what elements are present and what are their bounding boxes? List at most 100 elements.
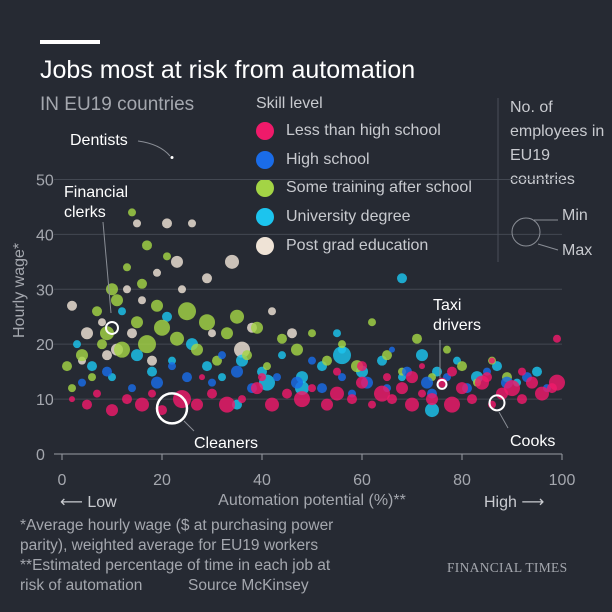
chart-title: Jobs most at risk from automation — [40, 56, 416, 84]
data-bubble — [202, 273, 212, 284]
y-tick-label: 0 — [36, 447, 45, 464]
footnote-line-4: risk of automation — [20, 577, 143, 594]
y-tick-label: 10 — [36, 392, 54, 409]
data-bubble — [444, 396, 460, 413]
x-tick-label: 0 — [58, 472, 67, 489]
data-bubble — [268, 307, 276, 316]
data-bubble — [251, 321, 263, 334]
x-axis-label: Automation potential (%)** — [218, 492, 406, 509]
data-bubble — [374, 385, 390, 402]
annotation-leader — [498, 411, 509, 429]
bubbles — [62, 208, 565, 418]
legend-item-less-than-high-school: Less than high school — [256, 121, 441, 141]
legend-title: Skill level — [256, 95, 323, 112]
data-bubble — [347, 394, 357, 405]
annotation-leader — [137, 140, 171, 157]
data-bubble — [138, 335, 156, 354]
data-bubble — [128, 208, 136, 217]
data-bubble — [168, 356, 176, 365]
data-bubble — [443, 345, 451, 354]
data-bubble — [138, 296, 146, 305]
annotations: Dentists Financial clerks Cleaners Taxi drive… — [64, 132, 555, 452]
data-bubble — [368, 400, 376, 409]
data-bubble — [131, 349, 143, 362]
x-tick-label: 40 — [253, 472, 271, 489]
annotation-marker — [105, 320, 119, 335]
data-bubble — [88, 373, 96, 382]
data-bubble — [321, 398, 333, 411]
data-bubble — [127, 328, 137, 339]
data-bubble — [489, 357, 495, 364]
annotation-label: drivers — [433, 317, 481, 334]
data-bubble — [191, 343, 203, 356]
x-tick-label: 100 — [549, 472, 576, 489]
data-bubble — [291, 343, 303, 356]
data-bubble — [168, 362, 176, 371]
data-bubble — [396, 382, 408, 395]
data-bubble — [191, 398, 203, 411]
data-bubble — [356, 376, 368, 389]
data-bubble — [102, 350, 112, 361]
data-bubble — [265, 397, 279, 412]
data-bubble — [114, 341, 130, 358]
data-bubble — [106, 404, 118, 417]
data-bubble — [338, 340, 346, 349]
data-bubble — [148, 389, 156, 398]
data-bubble — [278, 351, 286, 360]
data-bubble — [106, 283, 118, 296]
data-bubble — [111, 294, 123, 307]
data-bubble — [67, 300, 77, 311]
data-bubble — [447, 366, 457, 377]
annotation-marker — [488, 394, 506, 412]
data-bubble — [162, 311, 172, 322]
data-bubble — [412, 333, 422, 344]
data-bubble — [208, 329, 216, 338]
footnote-line-2: parity), weighted average for EU19 worke… — [20, 537, 319, 554]
annotation-label: Financial — [64, 184, 128, 201]
data-bubble — [231, 365, 243, 378]
data-bubble — [230, 309, 244, 324]
data-bubble — [153, 268, 161, 277]
data-bubble — [333, 329, 341, 338]
x-tick-label: 20 — [153, 472, 171, 489]
data-bubble — [242, 350, 252, 361]
data-bubble — [333, 346, 351, 365]
x-tick-label: 80 — [453, 472, 471, 489]
data-bubble — [406, 371, 418, 384]
data-bubble — [135, 397, 149, 412]
data-bubble — [291, 376, 303, 389]
data-bubble — [308, 356, 316, 365]
data-bubble — [208, 378, 216, 387]
data-bubble — [535, 386, 549, 401]
data-bubble — [170, 331, 184, 346]
data-bubble — [382, 350, 392, 361]
data-bubble — [425, 403, 439, 418]
annotation-marker — [436, 378, 448, 390]
data-bubble — [504, 380, 520, 397]
brand-logo: FINANCIAL TIMES — [447, 560, 568, 575]
data-bubble — [263, 362, 271, 371]
data-bubble — [202, 361, 212, 372]
annotation-label: Cleaners — [194, 435, 258, 452]
data-bubble — [157, 405, 167, 416]
data-bubble — [383, 373, 391, 382]
data-bubble — [517, 394, 527, 405]
data-bubble — [188, 219, 196, 228]
data-bubble — [405, 397, 419, 412]
data-bubble — [368, 318, 376, 327]
data-bubble — [122, 394, 132, 405]
data-bubble — [330, 386, 344, 401]
x-axis-high-label: High ⟶ — [484, 494, 545, 511]
data-bubble — [68, 384, 76, 393]
data-bubble — [163, 252, 171, 261]
data-bubble — [128, 384, 136, 393]
data-bubble — [87, 361, 97, 372]
data-bubble — [151, 299, 163, 312]
annotation-label: Cooks — [510, 433, 555, 450]
data-bubble — [131, 316, 143, 329]
data-bubble — [154, 319, 170, 336]
data-bubble — [258, 373, 266, 382]
data-bubble — [456, 382, 468, 395]
data-bubble — [98, 318, 106, 327]
